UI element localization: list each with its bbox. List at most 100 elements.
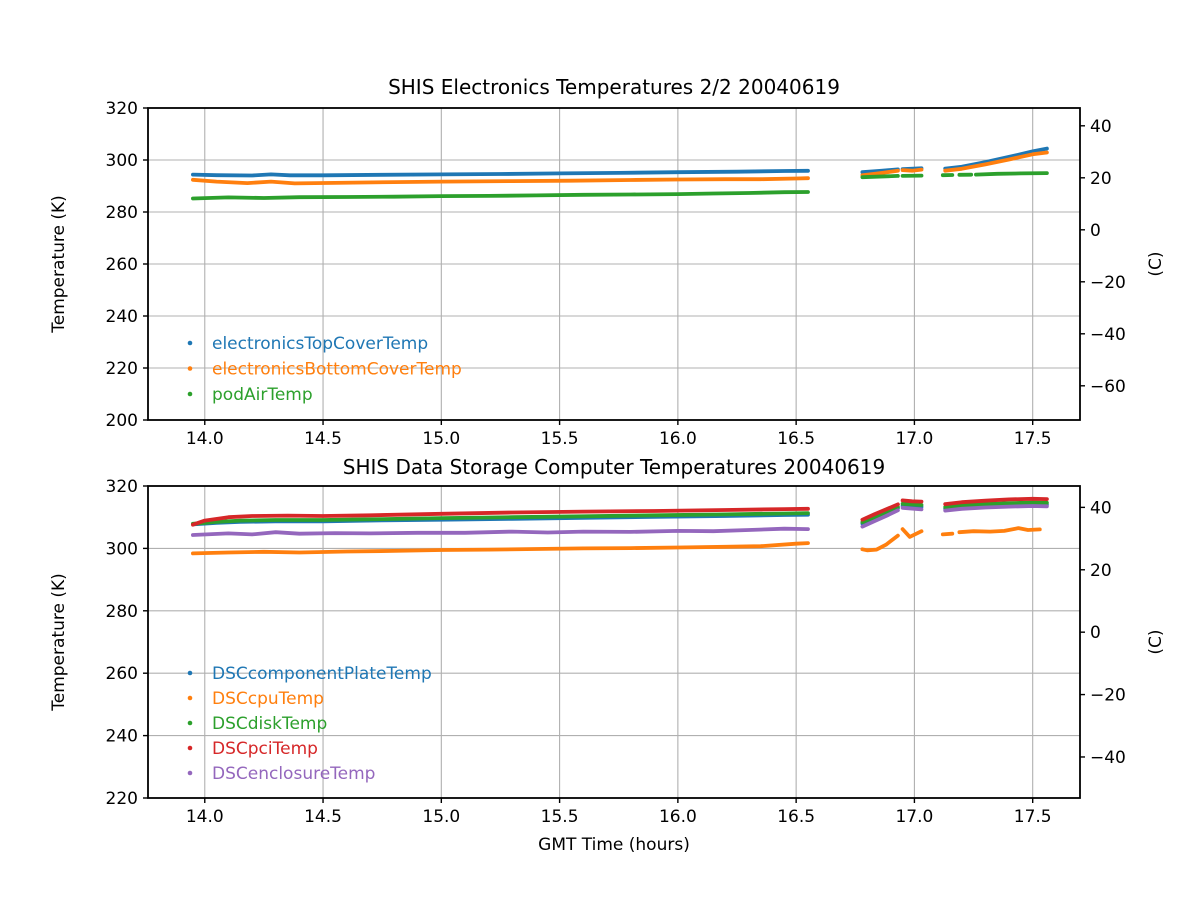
tick-label: 17.5 [1014,807,1052,827]
tick-label: 16.5 [777,807,815,827]
legend-label: podAirTemp [212,385,313,405]
legend-marker-icon [187,695,193,701]
series-DSCpciTemp [190,496,1049,527]
tick-label: 0 [1090,221,1101,241]
tick-label: 40 [1090,498,1112,518]
legend-item-DSCdiskTemp: DSCdiskTemp [187,714,327,734]
legend-marker-icon [187,366,193,371]
legend-item-DSCcomponentPlateTemp: DSCcomponentPlateTemp [187,664,432,684]
tick-label: 14.0 [186,807,224,827]
tick-label: 220 [106,789,138,809]
tick-label: 260 [106,255,138,275]
legend-label: electronicsBottomCoverTemp [212,360,462,380]
legend-marker-icon [187,745,193,751]
series-segment [190,506,810,527]
tick-label: 15.5 [541,429,579,449]
chart-1: 14.0 14.5 15.0 15.5 16.0 16.5 17.0 17.520022024… [106,99,1126,449]
gridlines [148,107,1080,421]
ticks [143,107,1085,425]
series-segment [957,526,1042,535]
legend-item-electronicsTopCoverTemp: electronicsTopCoverTemp [187,334,428,354]
legend-label: DSCcpuTemp [212,689,324,709]
legend-label: DSCenclosureTemp [212,764,375,784]
tick-label: 300 [106,539,138,559]
series-electronicsBottomCoverTemp [190,150,1049,186]
tick-label: 14.5 [304,807,342,827]
legend-marker-icon [187,391,193,397]
tick-label: 17.5 [1014,429,1052,449]
tick-label: 40 [1090,117,1112,137]
legend-item-DSCenclosureTemp: DSCenclosureTemp [187,764,375,784]
tick-label: 14.0 [186,429,224,449]
series-segment [860,533,900,553]
legend-label: DSCcomponentPlateTemp [212,664,432,684]
legend: DSCcomponentPlateTemp DSCcpuTemp DSCdiskTe… [187,664,432,784]
tick-label: 300 [106,151,138,171]
tick-label: 16.0 [659,429,697,449]
series-segment [943,504,1049,513]
series-segment [860,504,900,525]
axes-spine [147,485,1081,799]
tick-label: 20 [1090,561,1112,581]
tick-label: 16.5 [777,429,815,449]
tick-label: 17.0 [895,429,933,449]
tick-label: 260 [106,664,138,684]
legend-item-electronicsBottomCoverTemp: electronicsBottomCoverTemp [187,360,462,380]
series-segment [900,501,924,507]
chart1-title: SHIS Electronics Temperatures 2/2 200406… [388,75,840,99]
series-segment [190,168,810,178]
series-segment [190,176,810,186]
legend-marker-icon [187,670,193,676]
series-segment [943,150,1049,173]
series-podAirTemp [190,171,1049,201]
series-segment [190,541,810,556]
series-segment [900,527,924,539]
series-segment [940,531,955,537]
tick-label: 320 [106,99,138,119]
tick-label: 240 [106,307,138,327]
tick-label: 14.5 [304,429,342,449]
legend-item-podAirTemp: podAirTemp [187,385,313,405]
series-segment [190,190,810,201]
chart1-y-axis-label-left: Temperature (K) [49,195,69,333]
series-segment [860,502,900,522]
chart1-y-axis-label-right: (C) [1146,251,1166,277]
ticks [143,485,1085,803]
series-DSCdiskTemp [190,500,1049,526]
chart-2: 14.0 14.5 15.0 15.5 16.0 16.5 17.0 17.5 220 240 26… [106,477,1126,827]
series-segment [900,504,924,509]
series-segment [860,168,900,178]
tick-label: 200 [106,411,138,431]
x-axis-label: GMT Time (hours) [538,835,690,855]
tick-label: 320 [106,477,138,497]
tick-label: 15.0 [422,807,460,827]
chart2-title: SHIS Data Storage Computer Temperatures … [342,455,886,479]
legend-marker-icon [187,770,193,776]
tick-label: 240 [106,727,138,747]
tick-label: 0 [1090,623,1101,643]
tick-label: −40 [1090,325,1126,345]
series-segment [900,167,924,173]
series-segment [190,526,810,537]
series-segment [190,511,810,526]
legend-label: DSCdiskTemp [212,714,327,734]
tick-label: −20 [1090,273,1126,293]
tick-label: 16.0 [659,807,697,827]
chart2-y-axis-label-right: (C) [1146,629,1166,655]
series-segment [974,171,1049,177]
series-DSCcpuTemp [190,526,1042,556]
series-segment [943,500,1049,510]
series-segment [900,505,924,512]
legend-item-DSCpciTemp: DSCpciTemp [187,739,318,759]
series-segment [900,498,924,504]
legend-marker-icon [187,720,193,726]
legend: electronicsTopCoverTemp electronicsBottom… [187,334,462,405]
series-segment [943,496,1049,507]
tick-labels: 14.0 14.5 15.0 15.5 16.0 16.5 17.0 17.520022024… [106,99,1126,449]
tick-label: 280 [106,203,138,223]
legend-label: DSCpciTemp [212,739,318,759]
legend-label: electronicsTopCoverTemp [212,334,428,354]
tick-label: −20 [1090,686,1126,706]
tick-label: 280 [106,602,138,622]
